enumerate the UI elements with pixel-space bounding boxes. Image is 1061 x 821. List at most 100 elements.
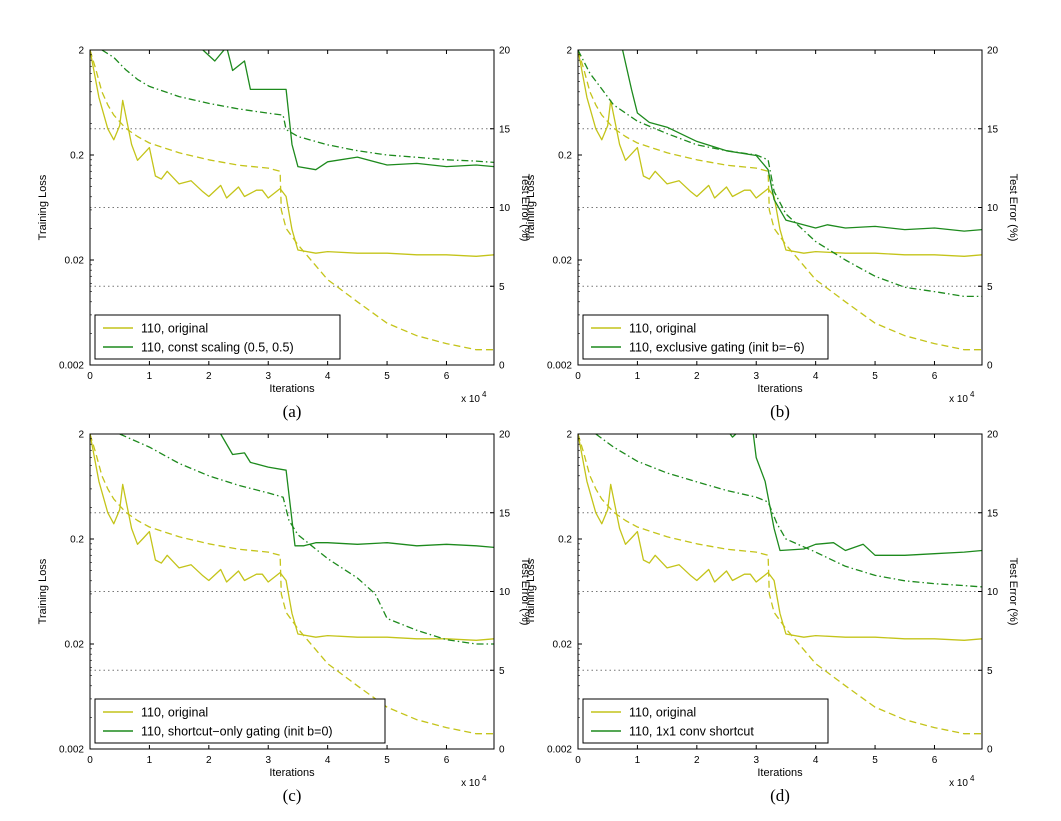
x-tick-label: 5 — [384, 371, 390, 382]
y-right-tick-label: 10 — [499, 587, 511, 598]
x-multiplier-exponent: 4 — [970, 390, 975, 399]
series-line-variant-test-error — [621, 50, 982, 232]
series-line-original-test-error — [90, 434, 494, 641]
y-left-axis-label: Training Loss — [37, 174, 49, 240]
series-line-variant-test-error — [202, 50, 494, 171]
y-right-axis-label: Test Error (%) — [519, 558, 531, 626]
x-tick-label: 2 — [206, 371, 212, 382]
x-tick-label: 6 — [444, 755, 450, 766]
x-tick-label: 5 — [384, 755, 390, 766]
y-left-tick-label: 0.002 — [59, 361, 84, 372]
series-line-original-test-error — [578, 434, 982, 641]
x-axis-label: Iterations — [269, 383, 315, 395]
y-left-axis-label: Training Loss — [525, 174, 537, 240]
x-tick-label: 1 — [635, 755, 641, 766]
x-tick-label: 1 — [147, 371, 153, 382]
x-tick-label: 2 — [206, 755, 212, 766]
legend-label: 110, const scaling (0.5, 0.5) — [141, 341, 294, 355]
chart-panel-d: 0 1 2 3 4 5 60.0020.020.2205101520Iterationsx … — [525, 430, 1019, 806]
y-left-tick-label: 0.002 — [547, 361, 572, 372]
x-tick-label: 3 — [753, 755, 759, 766]
legend-label: 110, exclusive gating (init b=−6) — [629, 341, 805, 355]
series-line-variant-train-loss — [101, 50, 494, 164]
x-tick-label: 4 — [813, 755, 819, 766]
x-tick-label: 6 — [444, 371, 450, 382]
y-right-axis-label: Test Error (%) — [519, 174, 531, 242]
y-right-tick-label: 15 — [987, 124, 999, 135]
chart-panel-b: 0 1 2 3 4 5 60.0020.020.2205101520Iterationsx … — [525, 46, 1019, 422]
y-right-tick-label: 20 — [987, 46, 999, 57]
series-line-variant-train-loss — [595, 434, 982, 588]
panel-label: (d) — [770, 786, 790, 805]
y-left-tick-label: 0.2 — [70, 151, 84, 162]
x-tick-label: 6 — [932, 755, 938, 766]
y-left-tick-label: 2 — [566, 46, 572, 57]
legend-label: 110, original — [141, 706, 208, 720]
y-right-tick-label: 15 — [499, 508, 511, 519]
y-right-tick-label: 5 — [499, 282, 505, 293]
x-multiplier-label: x 10 — [461, 394, 480, 405]
y-right-tick-label: 0 — [987, 745, 993, 756]
legend-label: 110, original — [629, 322, 696, 336]
x-tick-label: 2 — [694, 371, 700, 382]
x-tick-label: 0 — [575, 371, 581, 382]
x-axis-label: Iterations — [757, 767, 803, 779]
y-right-tick-label: 20 — [499, 430, 511, 441]
legend-box — [582, 698, 829, 744]
legend-label: 110, original — [629, 706, 696, 720]
series-line-variant-train-loss — [119, 434, 494, 645]
y-left-axis-label: Training Loss — [37, 558, 49, 624]
panel-label: (b) — [770, 402, 790, 421]
panel-label: (c) — [283, 786, 302, 805]
y-right-axis-label: Test Error (%) — [1007, 558, 1019, 626]
y-left-tick-label: 0.02 — [65, 256, 85, 267]
x-tick-label: 3 — [265, 755, 271, 766]
x-axis-label: Iterations — [757, 383, 803, 395]
y-left-tick-label: 2 — [566, 430, 572, 441]
x-tick-label: 0 — [87, 755, 93, 766]
x-multiplier-exponent: 4 — [482, 774, 487, 783]
y-right-tick-label: 20 — [499, 46, 511, 57]
series-line-original-train-loss — [578, 50, 982, 351]
y-left-tick-label: 0.2 — [558, 151, 572, 162]
series-line-original-test-error — [90, 50, 494, 257]
x-tick-label: 5 — [872, 371, 878, 382]
y-right-tick-label: 15 — [499, 124, 511, 135]
series-line-variant-test-error — [220, 434, 494, 549]
chart-panel-c: 0 1 2 3 4 5 60.0020.020.2205101520Iterationsx … — [37, 430, 531, 806]
legend-box — [94, 698, 386, 744]
y-right-tick-label: 15 — [987, 508, 999, 519]
y-left-tick-label: 0.002 — [59, 745, 84, 756]
x-tick-label: 2 — [694, 755, 700, 766]
series-line-original-test-error — [578, 50, 982, 257]
x-multiplier-label: x 10 — [949, 778, 968, 789]
x-multiplier-label: x 10 — [949, 394, 968, 405]
y-right-tick-label: 10 — [499, 203, 511, 214]
x-tick-label: 3 — [265, 371, 271, 382]
y-left-axis-label: Training Loss — [525, 558, 537, 624]
plot-area — [578, 50, 982, 351]
legend-box — [94, 314, 341, 360]
y-right-tick-label: 5 — [987, 282, 993, 293]
series-line-original-train-loss — [90, 50, 494, 351]
series-line-original-train-loss — [578, 434, 982, 735]
y-right-tick-label: 0 — [499, 745, 505, 756]
y-left-tick-label: 2 — [78, 46, 84, 57]
series-line-variant-train-loss — [578, 50, 982, 298]
y-right-tick-label: 10 — [987, 587, 999, 598]
chart-panel-a: 0 1 2 3 4 5 60.0020.020.2205101520Iterationsx … — [37, 46, 531, 422]
x-axis-label: Iterations — [269, 767, 315, 779]
legend-box — [582, 314, 829, 360]
x-tick-label: 5 — [872, 755, 878, 766]
y-right-tick-label: 0 — [987, 361, 993, 372]
x-tick-label: 3 — [753, 371, 759, 382]
x-tick-label: 1 — [635, 371, 641, 382]
y-left-tick-label: 0.02 — [553, 640, 573, 651]
x-tick-label: 1 — [147, 755, 153, 766]
y-right-tick-label: 20 — [987, 430, 999, 441]
y-right-tick-label: 5 — [987, 666, 993, 677]
plot-area — [90, 434, 494, 735]
x-tick-label: 4 — [325, 755, 331, 766]
x-multiplier-exponent: 4 — [482, 390, 487, 399]
